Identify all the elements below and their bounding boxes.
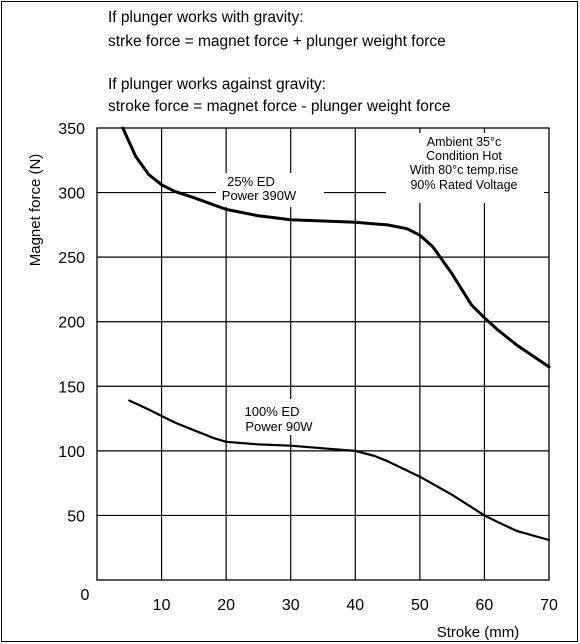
y-tick-label: 300 <box>58 186 85 203</box>
series-layer <box>121 126 551 542</box>
x-tick-label: 60 <box>476 597 494 614</box>
annotation-background <box>386 133 544 203</box>
plot-frame <box>96 127 550 581</box>
series-label-1: 25% ED <box>227 174 275 189</box>
y-tick-label: 150 <box>58 379 85 396</box>
series-label-1: Power 390W <box>222 188 297 203</box>
label-layer: 10 20 30 40 50 60 70 0 50 100 150 200 250 300 350 25% E… <box>58 121 558 614</box>
x-tick-label: 50 <box>411 597 429 614</box>
annotation-line: 90% Rated Voltage <box>410 178 517 192</box>
with-gravity-formula: strke force = magnet force + plunger wei… <box>108 33 446 50</box>
y-tick-label: 350 <box>58 121 85 138</box>
series-label-2: Power 90W <box>245 419 313 434</box>
with-gravity-heading: If plunger works with gravity: <box>108 9 304 26</box>
annotation-line: With 80°c temp.rise <box>410 163 519 177</box>
grid-layer <box>97 128 549 580</box>
annotation-line: Ambient 35°c <box>427 135 501 149</box>
against-gravity-heading: If plunger works against gravity: <box>108 76 326 93</box>
series-label-background <box>230 399 330 435</box>
y-tick-label: 200 <box>58 315 85 332</box>
series-line-1 <box>121 126 551 369</box>
series-label-background <box>216 173 324 207</box>
x-tick-label: 20 <box>217 597 235 614</box>
series-label-2: 100% ED <box>245 404 300 419</box>
y-tick-label: 100 <box>58 444 85 461</box>
x-tick-label: 10 <box>153 597 171 614</box>
against-gravity-formula: stroke force = magnet force - plunger we… <box>108 98 451 115</box>
y-tick-label: 50 <box>67 508 85 525</box>
annotation-line: Condition Hot <box>426 149 502 163</box>
x-tick-label: 40 <box>346 597 364 614</box>
series-line-2 <box>128 399 551 542</box>
y-axis-label: Magnet force (N) <box>27 154 44 267</box>
x-tick-label: 30 <box>282 597 300 614</box>
x-origin-label: 0 <box>81 587 90 604</box>
x-tick-label: 70 <box>540 597 558 614</box>
y-tick-label: 250 <box>58 250 85 267</box>
x-axis-label: Stroke (mm) <box>437 624 520 641</box>
